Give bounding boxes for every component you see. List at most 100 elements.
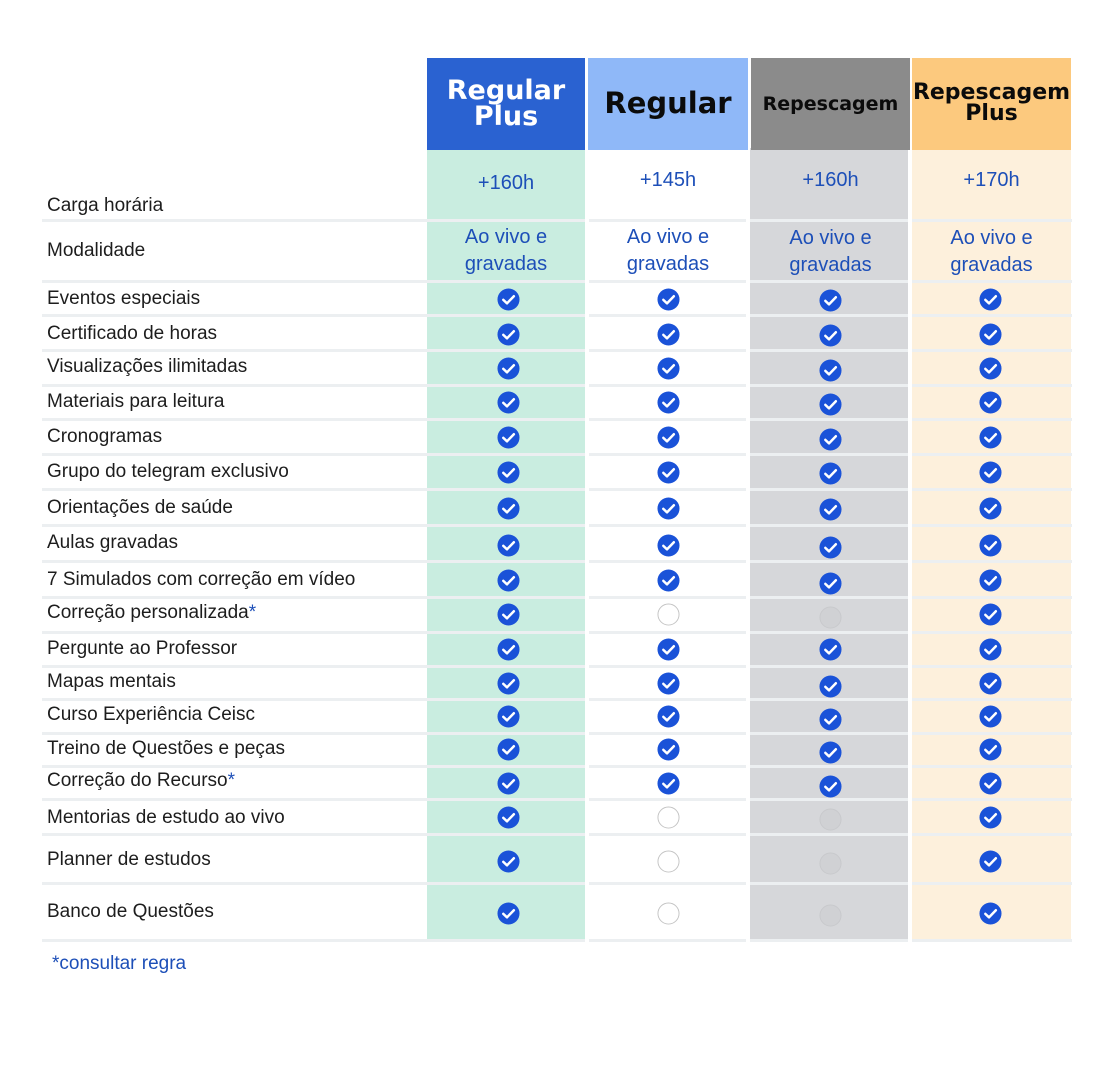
check-circle-icon (818, 637, 842, 661)
empty-circle-icon (818, 851, 842, 875)
check-circle-icon (978, 533, 1002, 557)
feature-label: Treino de Questões e peças (47, 735, 285, 763)
feature-name: Aulas gravadas (47, 532, 178, 553)
modalidade-line: gravadas (789, 254, 872, 276)
modalidade-value: Ao vivo e gravadas (750, 224, 911, 280)
feature-name: Certificado de horas (47, 323, 218, 344)
check-circle-icon (496, 602, 520, 626)
plan-header-regular: Regular (588, 58, 748, 150)
check-circle-icon (656, 737, 680, 761)
check-circle-icon (656, 322, 680, 346)
row-divider (42, 560, 1072, 563)
feature-name: Correção do Recurso (47, 770, 228, 791)
asterisk-note-marker: * (227, 770, 235, 791)
row-divider (42, 314, 1072, 317)
check-circle-icon (656, 533, 680, 557)
row-divider (42, 280, 1072, 283)
check-circle-icon (496, 849, 520, 873)
check-circle-icon (978, 901, 1002, 925)
feature-label: Correção personalizada * (47, 599, 256, 627)
empty-circle-icon (656, 901, 680, 925)
feature-label: Aulas gravadas (47, 529, 178, 557)
plan-title-suffix: Plus (965, 101, 1018, 126)
feature-name: Orientações de saúde (47, 497, 233, 518)
feature-name: Curso Experiência Ceisc (47, 704, 256, 725)
check-circle-icon (656, 771, 680, 795)
check-circle-icon (496, 901, 520, 925)
feature-label: Visualizações ilimitadas (47, 353, 247, 381)
modalidade-line: Ao vivo e (464, 226, 548, 248)
check-circle-icon (496, 637, 520, 661)
plan-header-repescagem: Repescagem (751, 58, 910, 150)
row-divider (42, 732, 1072, 735)
row-divider (42, 219, 1072, 222)
check-circle-icon (978, 460, 1002, 484)
column-divider (585, 148, 589, 942)
feature-name: Planner de estudos (47, 849, 211, 870)
empty-circle-icon (656, 805, 680, 829)
feature-name: Mapas mentais (47, 671, 176, 692)
feature-name: Cronogramas (47, 426, 163, 447)
check-circle-icon (818, 392, 842, 416)
row-divider (42, 665, 1072, 668)
check-circle-icon (496, 533, 520, 557)
feature-label: Correção do Recurso * (47, 767, 235, 795)
feature-name: Grupo do telegram exclusivo (47, 461, 289, 482)
row-divider (42, 882, 1072, 885)
check-circle-icon (656, 390, 680, 414)
check-circle-icon (496, 737, 520, 761)
row-divider (42, 418, 1072, 421)
check-circle-icon (818, 571, 842, 595)
row-divider (42, 453, 1072, 456)
check-circle-icon (978, 637, 1002, 661)
check-circle-icon (818, 323, 842, 347)
check-circle-icon (818, 674, 842, 698)
check-circle-icon (978, 390, 1002, 414)
check-circle-icon (818, 535, 842, 559)
plan-title: Regular (604, 86, 732, 121)
check-circle-icon (496, 390, 520, 414)
check-circle-icon (978, 425, 1002, 449)
feature-name: Mentorias de estudo ao vivo (47, 807, 285, 828)
plan-title: Repescagem (912, 80, 1071, 106)
check-circle-icon (496, 425, 520, 449)
asterisk-note-marker: * (248, 602, 257, 623)
empty-circle-icon (656, 602, 680, 626)
check-circle-icon (496, 496, 520, 520)
check-circle-icon (978, 671, 1002, 695)
feature-label: Cronogramas (47, 423, 162, 451)
modalidade-line: gravadas (626, 253, 710, 275)
check-circle-icon (978, 287, 1002, 311)
column-divider (746, 148, 750, 942)
check-circle-icon (656, 287, 680, 311)
check-circle-icon (656, 425, 680, 449)
feature-label: Banco de Questões (47, 898, 214, 926)
check-circle-icon (496, 704, 520, 728)
hours-value: +160h (477, 171, 535, 194)
check-circle-icon (656, 704, 680, 728)
feature-name: Treino de Questões e peças (47, 738, 285, 759)
feature-label: Planner de estudos (47, 846, 211, 874)
modalidade-value: Ao vivo e gravadas (912, 224, 1071, 280)
check-circle-icon (496, 287, 520, 311)
footnote: *consultar regra (52, 953, 187, 974)
feature-name: 7 Simulados com correção em vídeo (47, 569, 356, 590)
check-circle-icon (818, 740, 842, 764)
feature-name: Visualizações ilimitadas (47, 356, 248, 377)
feature-label: Certificado de horas (47, 320, 217, 348)
feature-label: Pergunte ao Professor (47, 635, 237, 663)
check-circle-icon (818, 497, 842, 521)
check-circle-icon (496, 356, 520, 380)
feature-name: Correção personalizada (47, 602, 249, 623)
label-modalidade: Modalidade (47, 240, 146, 261)
check-circle-icon (978, 356, 1002, 380)
check-circle-icon (496, 568, 520, 592)
row-divider (42, 631, 1072, 634)
check-circle-icon (496, 805, 520, 829)
feature-name: Materiais para leitura (47, 391, 225, 412)
check-circle-icon (978, 704, 1002, 728)
modalidade-value: Ao vivo e gravadas (588, 223, 748, 279)
check-circle-icon (978, 568, 1002, 592)
feature-label: Grupo do telegram exclusivo (47, 458, 289, 486)
check-circle-icon (978, 322, 1002, 346)
